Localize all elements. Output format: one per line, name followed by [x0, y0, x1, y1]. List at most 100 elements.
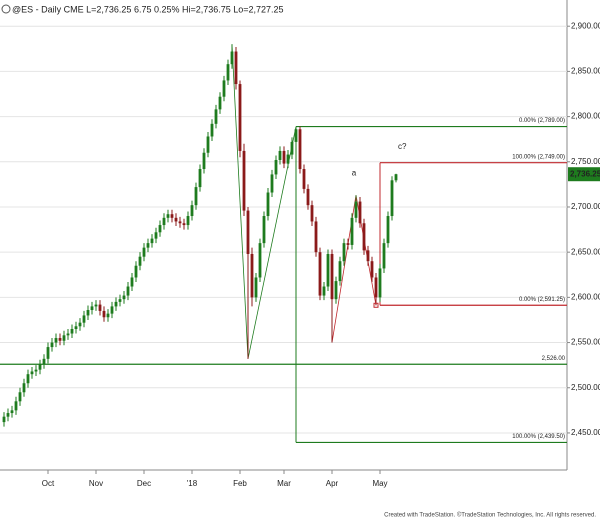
candle-body: [394, 174, 398, 181]
candle-body: [274, 159, 278, 175]
last-price-box: [568, 167, 600, 182]
candle-body: [34, 369, 38, 372]
candle-body: [78, 322, 82, 327]
level-label: 2,526.00: [542, 356, 566, 362]
candle-body: [346, 243, 350, 245]
level-label: 100.00% (2,749.00): [512, 154, 565, 160]
candle-body: [190, 205, 194, 217]
candle-body: [198, 169, 202, 188]
candle-body: [162, 217, 166, 226]
candle-body: [326, 253, 330, 287]
candle-body: [298, 129, 302, 170]
candle-body: [318, 252, 322, 296]
candle-body: [58, 338, 62, 341]
level-label: 0.00% (2,789.00): [519, 118, 565, 124]
level-label: 0.00% (2,591.25): [519, 297, 565, 303]
candle-body: [222, 80, 226, 97]
candle-body: [370, 261, 374, 278]
candle-body: [22, 383, 26, 393]
x-tick-label: May: [372, 479, 387, 488]
candle-body: [226, 64, 230, 81]
chart-title: @ES - Daily CME L=2,736.25 6.75 0.25% Hi…: [12, 4, 284, 14]
candle-body: [38, 364, 42, 370]
candle-body: [42, 358, 46, 365]
candle-body: [6, 413, 10, 417]
candle-body: [102, 310, 106, 318]
y-tick-label: 2,850.00: [571, 67, 600, 76]
candle-body: [314, 221, 318, 253]
candle-body: [206, 136, 210, 153]
candle-body: [286, 154, 290, 164]
candle-body: [114, 301, 118, 307]
candle-body: [90, 306, 94, 311]
candle-body: [110, 306, 114, 314]
y-tick-label: 2,600.00: [571, 292, 600, 301]
candle-body: [98, 304, 102, 311]
candle-body: [354, 201, 358, 218]
candle-body: [342, 243, 346, 262]
candle-body: [70, 329, 74, 334]
y-tick-label: 2,800.00: [571, 112, 600, 121]
candle-body: [374, 277, 378, 298]
candle-body: [270, 174, 274, 193]
candle-body: [194, 187, 198, 206]
candle-body: [30, 371, 34, 375]
y-tick-label: 2,550.00: [571, 338, 600, 347]
candle-body: [82, 315, 86, 323]
x-tick-label: Feb: [233, 479, 247, 488]
candle-body: [138, 256, 142, 266]
candle-body: [306, 188, 310, 206]
x-tick-label: Apr: [326, 479, 339, 488]
candle-body: [250, 253, 254, 298]
candle-body: [118, 299, 122, 302]
footer: Created with TradeStation. ©TradeStation…: [384, 512, 596, 519]
candle-body: [230, 51, 234, 65]
candle-body: [134, 265, 138, 278]
swing-marker: [373, 302, 379, 308]
candle-body: [46, 347, 50, 359]
candle-body: [386, 216, 390, 244]
y-tick-label: 2,750.00: [571, 157, 600, 166]
candle-body: [278, 150, 282, 160]
y-tick-label: 2,450.00: [571, 428, 600, 437]
y-tick-label: 2,700.00: [571, 202, 600, 211]
candle-body: [182, 223, 186, 226]
x-tick-label: Nov: [89, 479, 103, 488]
candle-body: [366, 250, 370, 262]
last-price-label: 2,736.25: [570, 169, 600, 178]
x-tick-label: '18: [187, 479, 198, 488]
candle-body: [50, 342, 54, 348]
candle-body: [390, 180, 394, 217]
candle-body: [186, 216, 190, 226]
candle-body: [262, 216, 266, 244]
candle-body: [158, 225, 162, 233]
candle-body: [170, 214, 174, 218]
candle-body: [234, 51, 238, 85]
candle-body: [146, 243, 150, 248]
candle-body: [218, 96, 222, 110]
x-tick-label: Mar: [277, 479, 291, 488]
candle-body: [26, 374, 30, 384]
candle-body: [106, 313, 110, 318]
candle-body: [290, 141, 294, 155]
candle-body: [294, 129, 298, 142]
candle-body: [210, 123, 214, 137]
candle-body: [126, 286, 130, 296]
candle-body: [66, 333, 70, 336]
candle-body: [378, 268, 382, 298]
candle-body: [154, 232, 158, 239]
candle-body: [14, 401, 18, 411]
candle-body: [10, 410, 14, 414]
candle-body: [258, 243, 262, 278]
candle-body: [238, 84, 242, 151]
y-tick-label: 2,500.00: [571, 383, 600, 392]
candle-body: [122, 295, 126, 300]
candle-body: [2, 416, 6, 423]
candle-body: [266, 192, 270, 217]
candle-body: [382, 243, 386, 269]
candle-body: [350, 217, 354, 245]
candle-body: [334, 281, 338, 300]
candle-body: [322, 286, 326, 296]
wave-label: a: [352, 168, 357, 177]
